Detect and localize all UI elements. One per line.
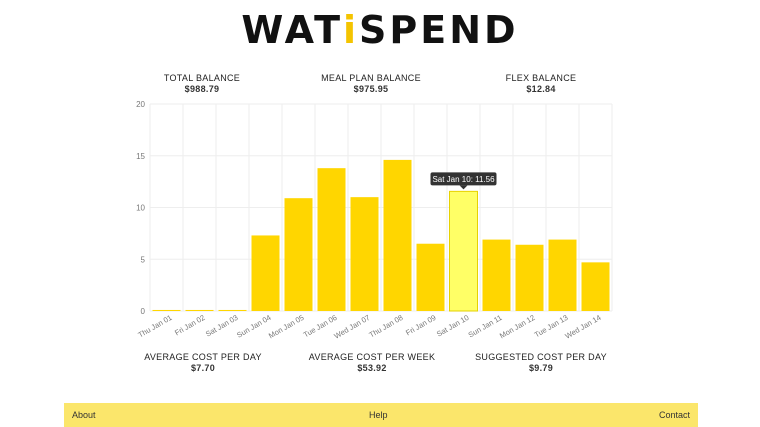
bar[interactable]	[548, 239, 577, 311]
total-balance-value: $988.79	[184, 84, 220, 94]
suggested-cost-per-day-value: $9.79	[528, 363, 554, 373]
y-tick-label: 0	[141, 307, 146, 316]
y-tick-label: 10	[136, 204, 145, 213]
flex-balance-label: FLEX BALANCE	[505, 73, 577, 83]
meal-plan-balance-label: MEAL PLAN BALANCE	[321, 73, 421, 83]
x-tick-label: Mon Jan 12	[498, 313, 536, 340]
logo-text-wat: WAT	[241, 8, 344, 52]
x-tick-label: Wed Jan 07	[332, 313, 371, 341]
flex-balance: FLEX BALANCE $12.84	[481, 73, 601, 95]
contact-link[interactable]: Contact	[658, 410, 690, 420]
total-balance: TOTAL BALANCE $988.79	[142, 73, 262, 95]
average-cost-per-week-value: $53.92	[357, 363, 387, 373]
flex-balance-value: $12.84	[526, 84, 556, 94]
x-tick-label: Sat Jan 03	[204, 313, 240, 339]
x-tick-label: Fri Jan 02	[173, 313, 206, 337]
average-cost-per-week: AVERAGE COST PER WEEK $53.92	[299, 352, 445, 374]
total-balance-label: TOTAL BALANCE	[163, 73, 241, 83]
x-tick-label: Sat Jan 10	[435, 313, 471, 339]
x-tick-label: Mon Jan 05	[267, 313, 305, 340]
x-tick-label: Thu Jan 08	[367, 313, 404, 340]
tooltip-text: Sat Jan 10: 11.56	[432, 175, 495, 184]
suggested-cost-per-day: SUGGESTED COST PER DAY $9.79	[471, 352, 611, 374]
bar[interactable]	[383, 159, 412, 311]
x-tick-label: Thu Jan 01	[136, 313, 173, 340]
y-tick-label: 5	[141, 255, 146, 264]
bar[interactable]	[449, 190, 478, 312]
logo-accent-i: i	[343, 8, 360, 52]
bar[interactable]	[350, 197, 379, 311]
bar[interactable]	[185, 309, 214, 311]
tooltip-box	[430, 172, 497, 186]
y-tick-label: 20	[136, 100, 145, 109]
average-cost-per-week-label: AVERAGE COST PER WEEK	[308, 352, 436, 362]
about-link[interactable]: About	[72, 410, 96, 420]
bar[interactable]	[218, 309, 247, 311]
x-tick-label: Sun Jan 04	[235, 313, 272, 340]
bar[interactable]	[284, 198, 313, 311]
bar-tooltip: Sat Jan 10: 11.56	[430, 172, 497, 190]
bar[interactable]	[515, 244, 544, 311]
bar[interactable]	[152, 309, 181, 311]
y-tick-label: 15	[136, 152, 145, 161]
average-cost-per-day: AVERAGE COST PER DAY $7.70	[133, 352, 273, 374]
x-tick-label: Wed Jan 14	[563, 313, 602, 341]
bar[interactable]	[317, 168, 346, 311]
average-cost-per-day-label: AVERAGE COST PER DAY	[144, 352, 262, 362]
meal-plan-balance-value: $975.95	[353, 84, 389, 94]
meal-plan-balance: MEAL PLAN BALANCE $975.95	[301, 73, 441, 95]
x-tick-label: Sun Jan 11	[467, 313, 504, 339]
bar[interactable]	[251, 235, 280, 311]
bar[interactable]	[416, 243, 445, 311]
bars	[152, 159, 610, 312]
help-link[interactable]: Help	[369, 410, 388, 420]
average-cost-per-day-value: $7.70	[190, 363, 216, 373]
tooltip-caret	[459, 185, 468, 190]
x-tick-label: Fri Jan 09	[404, 313, 437, 337]
bar[interactable]	[581, 262, 610, 311]
footer: About Help Contact	[64, 403, 698, 427]
logo: WATiSPEND	[0, 8, 760, 52]
suggested-cost-per-day-label: SUGGESTED COST PER DAY	[475, 352, 607, 362]
logo-text-spend: SPEND	[359, 8, 519, 52]
bar[interactable]	[482, 239, 511, 311]
y-axis: 0 5 10 15 20	[136, 100, 145, 316]
chart-grid	[149, 103, 613, 312]
